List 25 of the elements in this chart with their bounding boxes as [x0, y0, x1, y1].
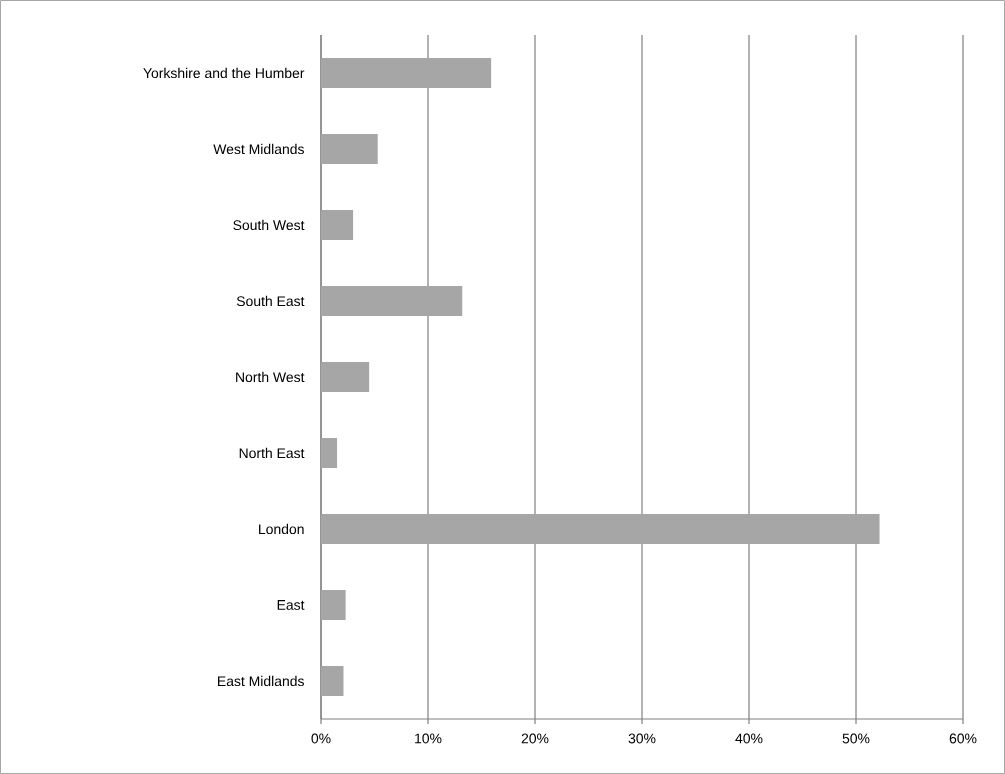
- bar: [321, 57, 492, 88]
- x-tick-label: 10%: [415, 733, 442, 744]
- bar: [321, 665, 344, 696]
- y-tick-label: East: [277, 600, 305, 610]
- y-tick-label: London: [259, 523, 304, 535]
- bar: [321, 209, 354, 240]
- y-tick-label: South East: [236, 295, 305, 307]
- y-tick-label: Yorkshire and the Humber: [143, 67, 305, 79]
- x-tick-label: 50%: [842, 733, 870, 744]
- bar: [321, 361, 370, 392]
- y-tick-label: West Midlands: [213, 143, 304, 155]
- x-tick-label: 30%: [628, 733, 656, 744]
- bar: [321, 513, 880, 544]
- bar: [321, 589, 346, 620]
- bar: [321, 437, 338, 468]
- x-tick-label: 20%: [521, 733, 549, 744]
- y-tick-label: North East: [239, 447, 305, 459]
- x-tick-label: 60%: [949, 733, 977, 744]
- x-tick-label: 0%: [311, 733, 331, 744]
- x-tick-label: 40%: [735, 733, 763, 744]
- bar: [321, 285, 463, 316]
- bar: [321, 133, 378, 164]
- y-tick-label: North West: [236, 371, 305, 383]
- y-tick-label: South West: [233, 219, 305, 231]
- y-tick-label: East Midlands: [218, 675, 304, 687]
